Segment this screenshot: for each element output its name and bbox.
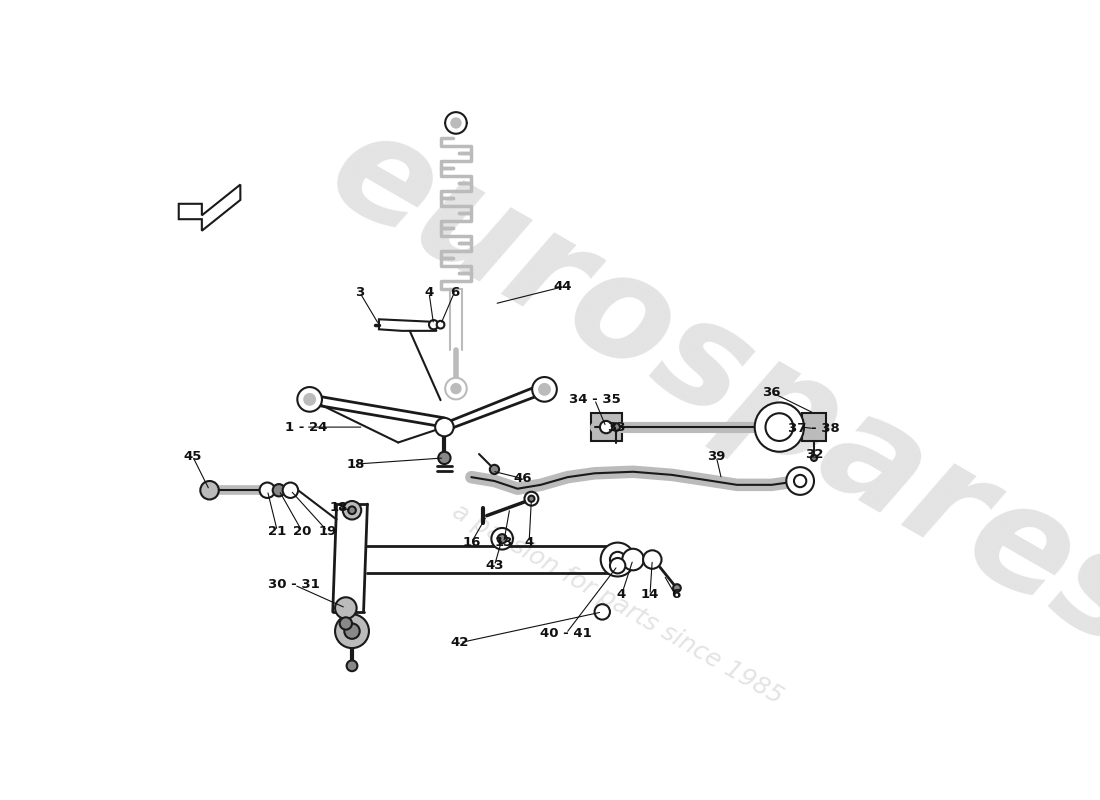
- Circle shape: [200, 481, 219, 499]
- Text: 1 - 24: 1 - 24: [285, 421, 327, 434]
- Text: 46: 46: [514, 472, 532, 485]
- Circle shape: [525, 492, 538, 506]
- Text: 43: 43: [485, 559, 504, 572]
- Circle shape: [260, 482, 275, 498]
- Circle shape: [601, 542, 635, 577]
- Circle shape: [346, 661, 358, 671]
- Text: 39: 39: [707, 450, 725, 463]
- Text: 4: 4: [525, 536, 533, 549]
- Circle shape: [451, 118, 461, 127]
- Text: 21: 21: [268, 525, 286, 538]
- Circle shape: [436, 418, 453, 436]
- Text: eurospares: eurospares: [306, 97, 1100, 680]
- Circle shape: [446, 112, 466, 134]
- Circle shape: [305, 394, 315, 405]
- Text: 6: 6: [450, 286, 459, 299]
- Text: 30 - 31: 30 - 31: [268, 578, 320, 591]
- Circle shape: [437, 321, 444, 329]
- Circle shape: [348, 506, 356, 514]
- Text: 36: 36: [762, 386, 781, 399]
- Text: 44: 44: [553, 281, 572, 294]
- Circle shape: [497, 534, 507, 543]
- Circle shape: [297, 387, 322, 412]
- Circle shape: [600, 421, 613, 434]
- Circle shape: [451, 384, 461, 394]
- Circle shape: [613, 423, 620, 431]
- Text: 33: 33: [607, 421, 626, 434]
- Circle shape: [644, 550, 661, 569]
- Circle shape: [340, 618, 352, 630]
- Bar: [591, 414, 622, 441]
- Bar: [803, 414, 825, 441]
- Polygon shape: [378, 319, 437, 331]
- Circle shape: [344, 623, 360, 639]
- Text: 18: 18: [346, 458, 365, 470]
- Circle shape: [594, 604, 609, 619]
- Circle shape: [794, 475, 806, 487]
- Text: 42: 42: [451, 636, 469, 650]
- Text: 34 - 35: 34 - 35: [569, 393, 620, 406]
- Text: 13: 13: [495, 536, 513, 549]
- Circle shape: [609, 558, 626, 574]
- Circle shape: [490, 465, 499, 474]
- Circle shape: [786, 467, 814, 495]
- Text: 32: 32: [805, 447, 823, 461]
- Text: 18: 18: [330, 502, 348, 514]
- Text: 4: 4: [617, 589, 626, 602]
- Text: 20: 20: [293, 525, 311, 538]
- Circle shape: [283, 482, 298, 498]
- Circle shape: [811, 455, 817, 461]
- Circle shape: [755, 402, 804, 452]
- Circle shape: [336, 614, 368, 648]
- Text: 14: 14: [641, 589, 659, 602]
- Text: a passion for parts since 1985: a passion for parts since 1985: [448, 499, 788, 709]
- Circle shape: [539, 384, 550, 394]
- Circle shape: [438, 452, 451, 464]
- Circle shape: [492, 528, 513, 550]
- Text: 37 - 38: 37 - 38: [788, 422, 840, 435]
- Circle shape: [446, 378, 466, 399]
- Circle shape: [336, 598, 356, 619]
- Circle shape: [609, 552, 626, 567]
- Circle shape: [766, 414, 793, 441]
- Circle shape: [532, 377, 557, 402]
- Circle shape: [273, 484, 285, 496]
- Text: 4: 4: [425, 286, 433, 299]
- Text: 19: 19: [318, 525, 337, 538]
- Circle shape: [673, 584, 681, 592]
- Text: 16: 16: [462, 536, 481, 549]
- Text: 45: 45: [184, 450, 201, 463]
- Text: 6: 6: [671, 589, 680, 602]
- Circle shape: [623, 549, 643, 570]
- Polygon shape: [178, 185, 241, 230]
- Text: 40 - 41: 40 - 41: [540, 627, 592, 640]
- Circle shape: [429, 320, 438, 330]
- Text: 3: 3: [355, 286, 364, 299]
- Circle shape: [528, 496, 535, 502]
- Circle shape: [343, 501, 361, 519]
